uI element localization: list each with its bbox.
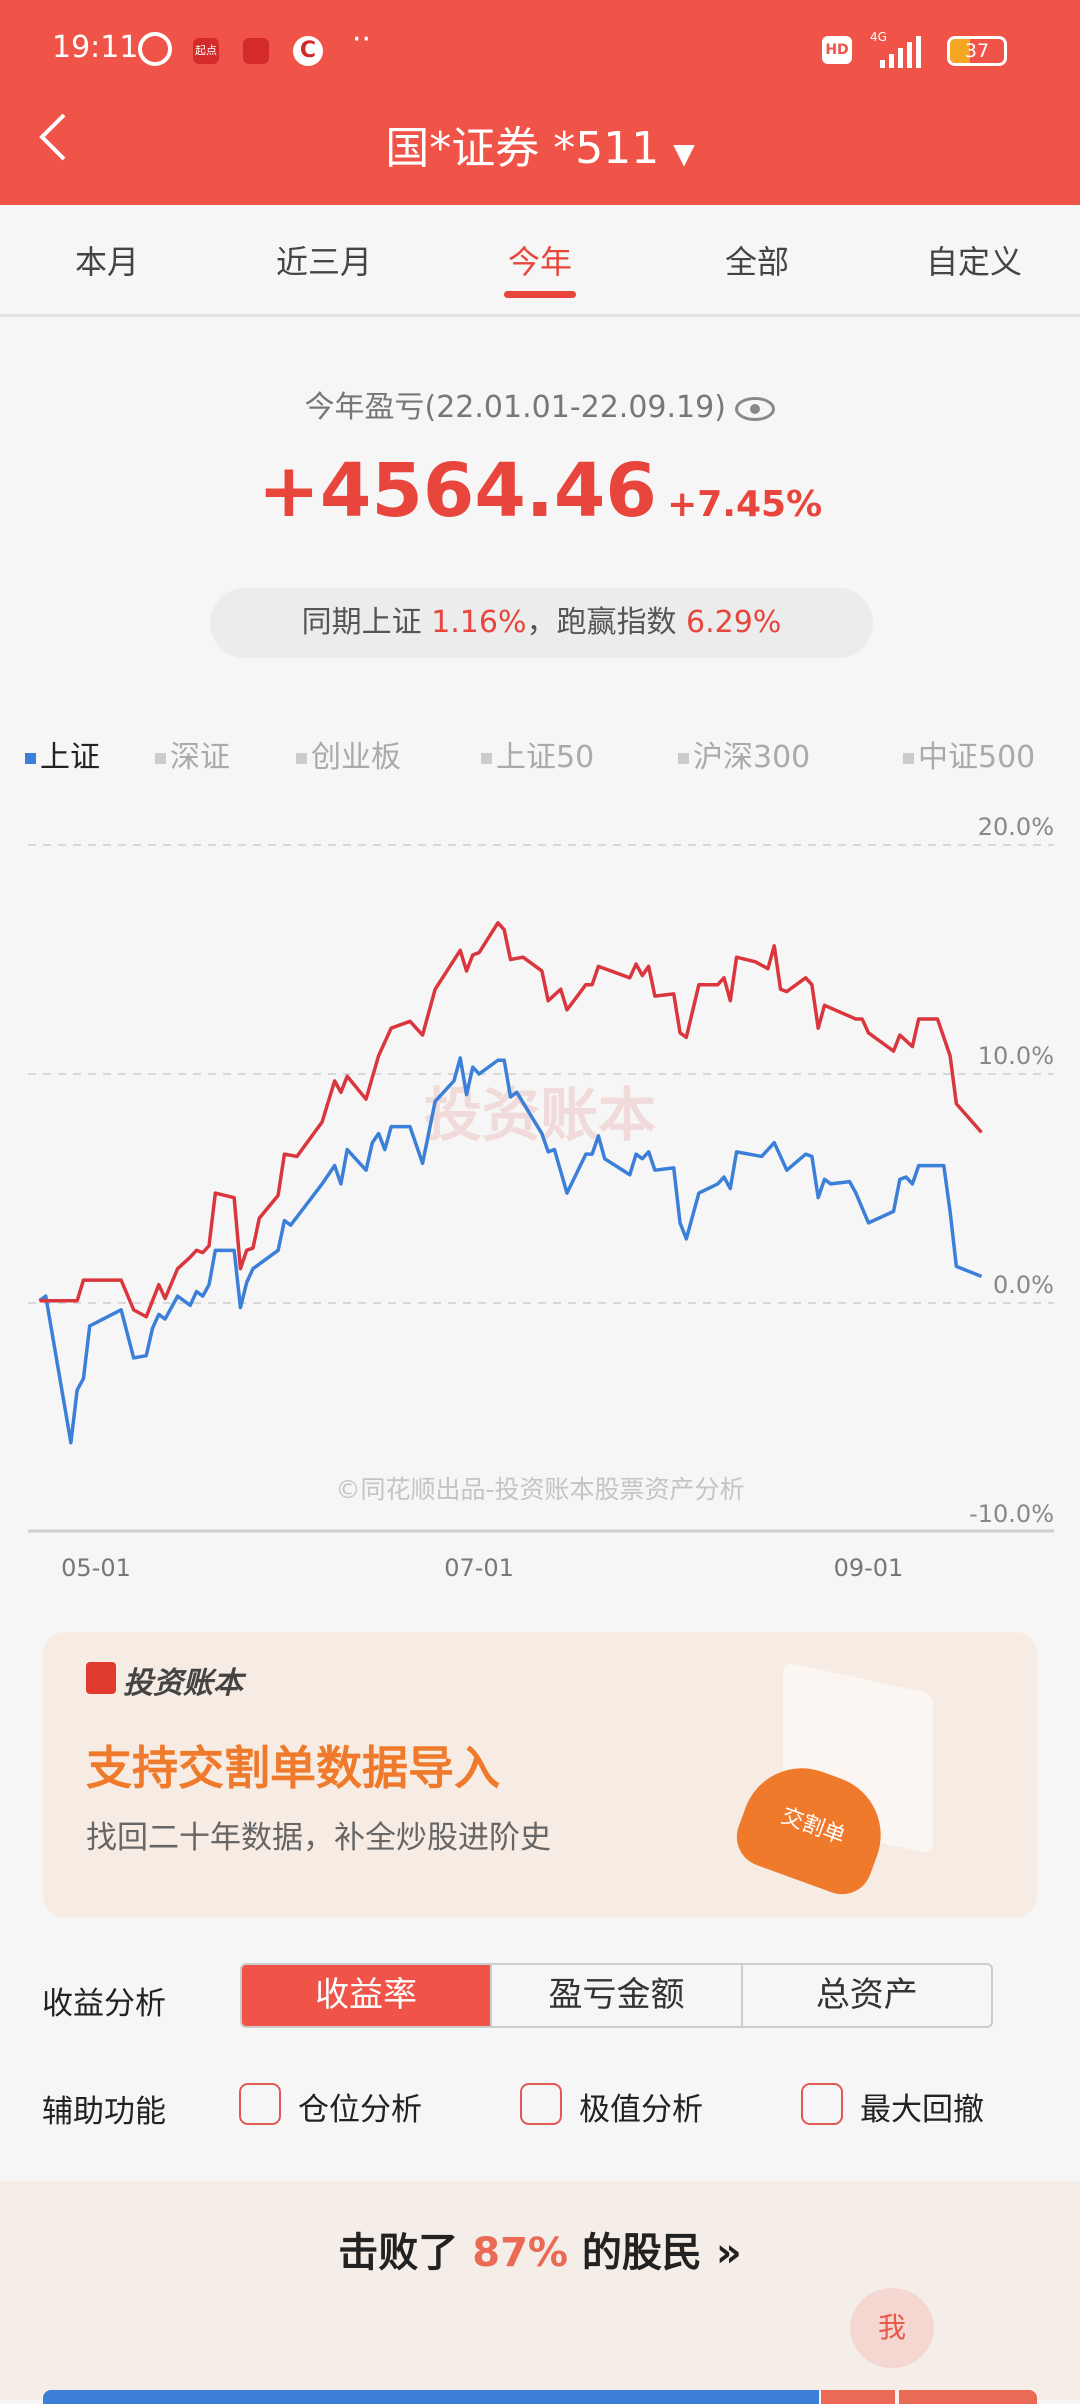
legend-shenzhen[interactable]: 深证 <box>155 732 230 776</box>
stock-app-icon <box>243 38 269 64</box>
status-time: 19:11 <box>52 30 139 65</box>
chart-watermark: 投资账本 <box>424 1081 656 1149</box>
pl-title-text: 今年盈亏(22.01.01-22.09.19) <box>304 390 726 425</box>
x-tick-label: 09-01 <box>834 1554 904 1582</box>
c-app-icon: C <box>293 36 323 66</box>
pl-title: 今年盈亏(22.01.01-22.09.19) <box>0 382 1080 426</box>
ranking-link[interactable]: 击败了 87% 的股民 » <box>0 2220 1080 2278</box>
pl-summary: +4564.46 +7.45% <box>0 448 1080 534</box>
eye-icon[interactable] <box>735 396 776 421</box>
x-tick-label: 07-01 <box>444 1554 514 1582</box>
x-tick-label: 05-01 <box>61 1554 131 1582</box>
qidian-app-icon: 起点 <box>193 38 219 64</box>
legend-csi300[interactable]: 沪深300 <box>678 732 810 776</box>
compare-label: 同期上证 <box>301 605 422 640</box>
me-marker: 我 <box>850 2288 934 2368</box>
rank-prefix: 击败了 <box>338 2230 459 2276</box>
battery-icon: 37 <box>947 36 1007 66</box>
rank-percent: 87% <box>472 2230 568 2276</box>
back-arrow-icon[interactable] <box>38 112 68 162</box>
index-compare-pill: 同期上证 1.16%，跑赢指数 6.29% <box>210 588 873 658</box>
rank-bar-above <box>899 2390 1037 2404</box>
signal-icon <box>880 36 932 68</box>
tab-custom[interactable]: 自定义 <box>925 243 1023 281</box>
double-chevron-right-icon: » <box>715 2230 742 2276</box>
rank-bar-me <box>821 2390 895 2404</box>
legend-sse50[interactable]: 上证50 <box>481 732 594 776</box>
y-tick-label: 10.0% <box>978 1042 1054 1070</box>
account-title: 国*证券 *511 <box>385 123 660 174</box>
max-drawdown-checkbox[interactable] <box>801 2083 843 2125</box>
position-analysis-checkbox[interactable] <box>239 2083 281 2125</box>
dropdown-caret-icon: ▼ <box>673 137 695 170</box>
pl-amount: +4564.46 <box>257 448 657 534</box>
banner-headline: 支持交割单数据导入 <box>86 1741 500 1795</box>
rank-bar-beaten <box>43 2390 819 2404</box>
aux-label: 辅助功能 <box>42 2094 166 2130</box>
import-banner[interactable]: 投资账本 支持交割单数据导入 找回二十年数据，补全炒股进阶史 交割单 <box>43 1632 1037 1918</box>
position-analysis-label[interactable]: 仓位分析 <box>298 2092 422 2128</box>
return-chart[interactable]: 20.0% 10.0% 0.0% -10.0% 投资账本 ©同花顺出品-投资账本股票资… <box>0 800 1080 1600</box>
tab-this-month[interactable]: 本月 <box>74 243 140 281</box>
banner-subline: 找回二十年数据，补全炒股进阶史 <box>86 1820 551 1856</box>
legend-shanghai[interactable]: 上证 <box>25 732 100 776</box>
series-line-account <box>39 921 983 1319</box>
extreme-analysis-checkbox[interactable] <box>520 2083 562 2125</box>
y-tick-label: -10.0% <box>969 1500 1054 1528</box>
y-tick-label: 20.0% <box>978 813 1054 841</box>
beat-value: 6.29% <box>686 605 782 640</box>
rank-suffix: 的股民 <box>581 2230 702 2276</box>
series-line-index <box>38 1056 983 1445</box>
chart-credit: ©同花顺出品-投资账本股票资产分析 <box>335 1475 744 1504</box>
beat-label: ，跑赢指数 <box>526 605 677 640</box>
more-notifications-icon: ·· <box>352 22 372 57</box>
segment-pl-amount[interactable]: 盈亏金额 <box>490 1965 740 2026</box>
brand-logo-icon <box>86 1662 116 1694</box>
segment-return-rate[interactable]: 收益率 <box>242 1965 491 2026</box>
legend-chinext[interactable]: 创业板 <box>296 732 401 776</box>
ranking-section <box>0 2181 1080 2400</box>
index-return: 1.16% <box>431 605 527 640</box>
hd-icon: HD <box>822 36 852 64</box>
tab-this-year[interactable]: 今年 <box>507 243 573 281</box>
tab-three-months[interactable]: 近三月 <box>275 243 373 281</box>
battery-level: 37 <box>964 40 990 62</box>
active-tab-indicator <box>504 291 576 298</box>
network-type: 4G <box>870 30 887 44</box>
alarm-icon <box>138 32 172 66</box>
y-tick-label: 0.0% <box>993 1271 1054 1299</box>
app-header <box>0 0 1080 205</box>
tab-all[interactable]: 全部 <box>724 243 790 281</box>
legend-csi500[interactable]: 中证500 <box>903 732 1035 776</box>
period-tabs: 本月 近三月 今年 全部 自定义 <box>0 205 1080 317</box>
pl-percent: +7.45% <box>667 484 823 525</box>
extreme-analysis-label[interactable]: 极值分析 <box>579 2092 703 2128</box>
segment-total-assets[interactable]: 总资产 <box>740 1965 991 2026</box>
account-selector[interactable]: 国*证券 *511 ▼ <box>0 112 1080 176</box>
brand-name: 投资账本 <box>123 1666 243 1701</box>
analysis-label: 收益分析 <box>42 1986 166 2022</box>
analysis-segmented-control: 收益率 盈亏金额 总资产 <box>240 1963 993 2028</box>
max-drawdown-label[interactable]: 最大回撤 <box>860 2092 984 2128</box>
